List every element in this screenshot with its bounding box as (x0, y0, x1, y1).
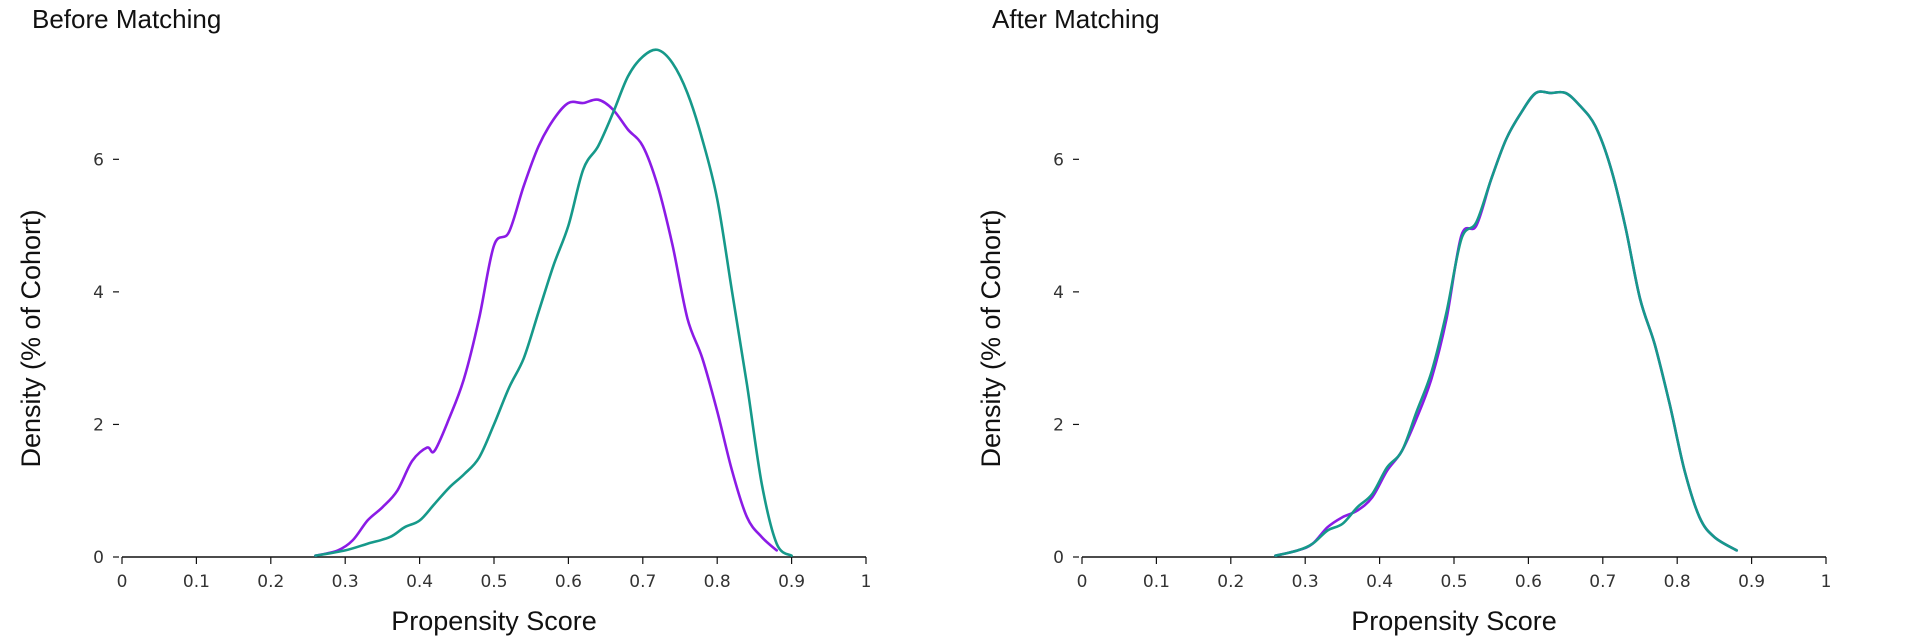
x-axis-title: Propensity Score (1351, 606, 1557, 636)
series-line-2 (314, 48, 793, 557)
series-line-1 (314, 98, 778, 557)
x-tick-label: 0 (1077, 572, 1088, 592)
x-tick-label: 0.7 (1589, 572, 1616, 592)
y-tick-label: 6 (93, 150, 104, 170)
x-tick-label: 0.1 (1143, 572, 1170, 592)
x-tick-label: 0.4 (406, 572, 433, 592)
x-tick-label: 0.3 (332, 572, 359, 592)
x-tick-label: 0.4 (1366, 572, 1393, 592)
y-tick-label: 2 (93, 415, 104, 435)
series-line-1 (1274, 90, 1738, 557)
y-axis-title: Density (% of Cohort) (976, 209, 1006, 467)
x-tick-label: 0.6 (555, 572, 582, 592)
y-axis-title: Density (% of Cohort) (16, 209, 46, 467)
x-tick-label: 0 (117, 572, 128, 592)
chart-panel-after: After Matching 0 0.1 0.2 0.3 0.4 0.5 0.6 0.7 0.8… (960, 0, 1920, 640)
series-line-2 (1274, 90, 1738, 557)
y-tick-label: 6 (1053, 150, 1064, 170)
x-tick-label: 0.2 (257, 572, 284, 592)
x-tick-label: 1 (861, 572, 872, 592)
x-tick-label: 0.8 (1664, 572, 1691, 592)
x-tick-label: 0.9 (778, 572, 805, 592)
y-tick-label: 4 (93, 283, 104, 303)
y-tick-label: 4 (1053, 283, 1064, 303)
x-tick-label: 1 (1821, 572, 1832, 592)
y-tick-label: 0 (93, 548, 104, 568)
x-tick-label: 0.7 (629, 572, 656, 592)
chart-title: Before Matching (32, 4, 222, 34)
x-axis-title: Propensity Score (391, 606, 597, 636)
chart-title: After Matching (992, 4, 1160, 34)
x-tick-label: 0.8 (704, 572, 731, 592)
x-tick-label: 0.5 (480, 572, 507, 592)
y-tick-label: 2 (1053, 415, 1064, 435)
y-tick-label: 0 (1053, 548, 1064, 568)
x-tick-label: 0.3 (1292, 572, 1319, 592)
x-tick-label: 0.2 (1217, 572, 1244, 592)
x-tick-label: 0.1 (183, 572, 210, 592)
density-plot-after: 0 0.1 0.2 0.3 0.4 0.5 0.6 0.7 0.8 0.9 1 0 2 4 6 Propens… (976, 90, 1832, 636)
x-tick-label: 0.5 (1440, 572, 1467, 592)
chart-panel-before: Before Matching 0 0.1 0.2 0.3 0.4 0.5 0.6 0.7 0.… (16, 4, 872, 636)
x-tick-label: 0.9 (1738, 572, 1765, 592)
density-plot-before: 0 0.1 0.2 0.3 0.4 0.5 0.6 0.7 0.8 0.9 1 0 2 4 6 Propens… (16, 48, 872, 636)
x-tick-label: 0.6 (1515, 572, 1542, 592)
